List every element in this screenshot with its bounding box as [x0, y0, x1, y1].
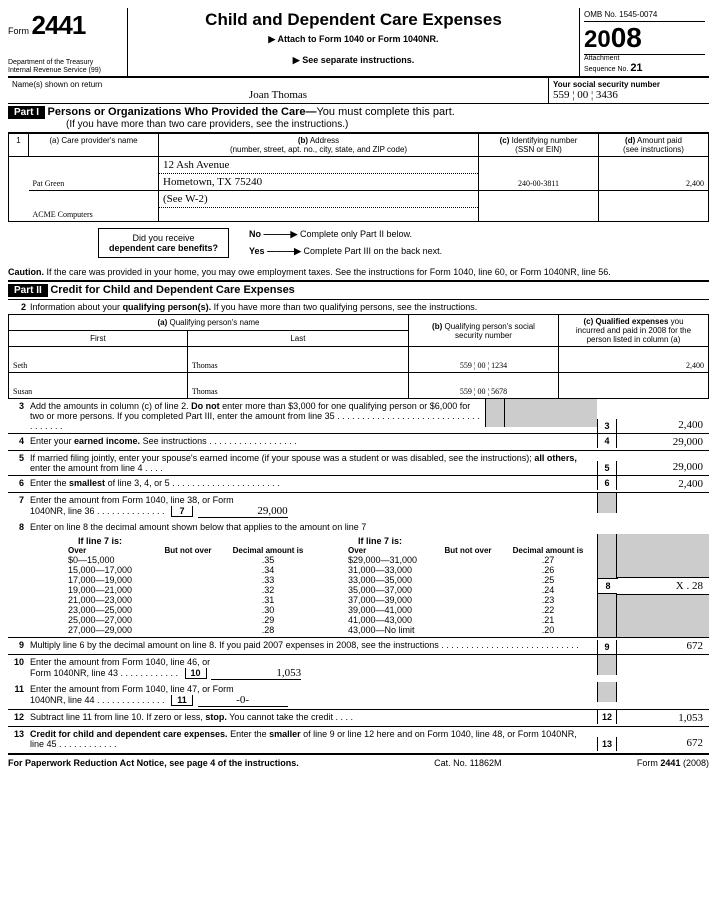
providers-table: 1 (a) Care provider's name (b) Address(n… — [8, 133, 709, 222]
header-right: OMB No. 1545-0074 2008 Attachment Sequen… — [579, 8, 709, 76]
line-8: 8 Enter on line 8 the decimal amount sho… — [8, 520, 709, 534]
prov1-addr1: 12 Ash Avenue — [159, 157, 478, 174]
line-5: 5 If married filing jointly, enter your … — [8, 451, 709, 476]
name-label: Name(s) shown on return — [12, 80, 544, 89]
line-13: 13 Credit for child and dependent care e… — [8, 727, 709, 751]
line-9: 9 Multiply line 6 by the decimal amount … — [8, 637, 709, 655]
name-value: Joan Thomas — [12, 89, 544, 101]
subtitle-1: ▶ Attach to Form 1040 or Form 1040NR. — [134, 34, 573, 45]
prov-col-c: (c) Identifying number(SSN or EIN) — [479, 134, 599, 157]
qual-col-c: (c) Qualified expenses youincurred and p… — [559, 315, 709, 347]
line-4-amount: 29,000 — [617, 434, 709, 450]
form-number: 2441 — [32, 10, 86, 40]
footer-right: Form 2441 (2008) — [637, 758, 709, 768]
line-11-amount: -0- — [198, 694, 288, 707]
prov2-addr: (See W-2) — [159, 191, 478, 208]
line-6-amount: 2,400 — [617, 476, 709, 492]
prov-col-1: 1 — [9, 134, 29, 157]
qual-col-a: (a) Qualifying person's name — [9, 315, 409, 331]
footer-left: For Paperwork Reduction Act Notice, see … — [8, 758, 299, 768]
qual-row-2: Susan Thomas 559 ¦ 00 ¦ 5678 — [9, 373, 709, 399]
line-3: 3 Add the amounts in column (c) of line … — [8, 399, 709, 434]
ssn-label: Your social security number — [553, 80, 705, 89]
part2-header: Part II Credit for Child and Dependent C… — [8, 282, 709, 300]
part1-title: Persons or Organizations Who Provided th… — [48, 106, 317, 118]
caution-text: Caution. If the care was provided in you… — [8, 264, 709, 282]
line-13-amount: 672 — [617, 735, 709, 751]
prov1-id: 240-00-3811 — [479, 157, 599, 191]
line-9-amount: 672 — [617, 638, 709, 654]
line-11: 11 Enter the amount from Form 1040, line… — [8, 682, 709, 710]
prov-col-b: (b) Address(number, street, apt. no., ci… — [159, 134, 479, 157]
qual-first: First — [9, 331, 188, 347]
header-middle: Child and Dependent Care Expenses ▶ Atta… — [128, 8, 579, 76]
part1-header: Part I Persons or Organizations Who Prov… — [8, 104, 709, 133]
part1-badge: Part I — [8, 106, 45, 119]
line-5-amount: 29,000 — [617, 459, 709, 475]
line-3-amount: 2,400 — [617, 417, 709, 433]
decimal-table: If line 7 is: OverBut not overDecimal am… — [8, 534, 597, 637]
form-title: Child and Dependent Care Expenses — [134, 10, 573, 30]
ssn-value: 559 ¦ 00 ¦ 3436 — [553, 89, 705, 101]
part1-sub: (If you have more than two care provider… — [8, 119, 709, 130]
prov1-addr2: Hometown, TX 75240 — [159, 174, 478, 190]
line-10-amount: 1,053 — [211, 667, 301, 680]
part2-title: Credit for Child and Dependent Care Expe… — [50, 284, 295, 296]
part2-badge: Part II — [8, 284, 48, 297]
line-8-amount: X . 28 — [617, 577, 709, 594]
line-12-amount: 1,053 — [617, 710, 709, 726]
line-10: 10 Enter the amount from Form 1040, line… — [8, 655, 709, 682]
qualifying-table: (a) Qualifying person's name (b) Qualify… — [8, 314, 709, 399]
form-label: Form — [8, 26, 29, 36]
qual-row-1: Seth Thomas 559 ¦ 00 ¦ 1234 2,400 — [9, 347, 709, 373]
line-7: 7 Enter the amount from Form 1040, line … — [8, 493, 709, 520]
footer-cat: Cat. No. 11862M — [434, 758, 501, 768]
header-left: Form 2441 Department of the Treasury Int… — [8, 8, 128, 76]
provider-row-1: Pat Green 12 Ash Avenue Hometown, TX 752… — [9, 157, 709, 191]
qual-last: Last — [187, 331, 408, 347]
arrow-icon: ———▶ — [264, 229, 298, 239]
benefits-box: Did you receive dependent care benefits? — [98, 228, 229, 258]
qual-col-b: (b) Qualifying person's socialsecurity n… — [409, 315, 559, 347]
omb-number: OMB No. 1545-0074 — [584, 10, 705, 22]
line-4: 4 Enter your earned income. See instruct… — [8, 434, 709, 451]
subtitle-2: ▶ See separate instructions. — [134, 55, 573, 66]
footer: For Paperwork Reduction Act Notice, see … — [8, 753, 709, 768]
prov1-amt: 2,400 — [599, 157, 709, 191]
provider-row-2: ACME Computers (See W-2) — [9, 191, 709, 222]
line-7-amount: 29,000 — [198, 505, 288, 518]
tax-year: 2008 — [584, 22, 705, 54]
benefits-question-row: Did you receive dependent care benefits?… — [8, 222, 709, 264]
prov-col-d: (d) Amount paid(see instructions) — [599, 134, 709, 157]
name-row: Name(s) shown on return Joan Thomas Your… — [8, 78, 709, 104]
line-2: 2 Information about your qualifying pers… — [8, 300, 709, 314]
line-12: 12 Subtract line 11 from line 10. If zer… — [8, 710, 709, 727]
line-6: 6 Enter the smallest of line 3, 4, or 5 … — [8, 476, 709, 493]
decimal-table-wrapper: If line 7 is: OverBut not overDecimal am… — [8, 534, 709, 637]
prov2-name: ACME Computers — [29, 191, 159, 222]
department: Department of the Treasury Internal Reve… — [8, 59, 123, 74]
arrow-icon: ———▶ — [267, 246, 301, 256]
prov-col-a: (a) Care provider's name — [29, 134, 159, 157]
form-header: Form 2441 Department of the Treasury Int… — [8, 8, 709, 78]
prov1-name: Pat Green — [29, 157, 159, 191]
